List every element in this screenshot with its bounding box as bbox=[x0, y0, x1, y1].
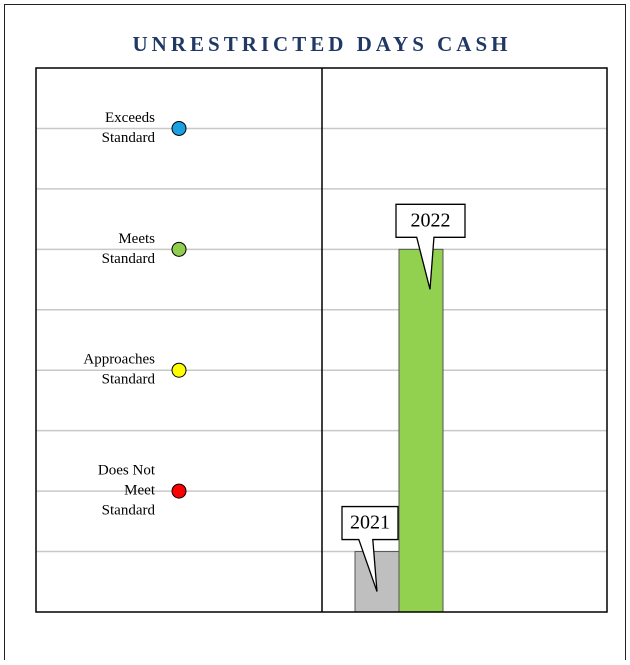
level-label: Approaches bbox=[83, 352, 155, 368]
card-border bbox=[4, 4, 626, 665]
level-label: Does Not bbox=[98, 463, 156, 479]
callout-label: 2021 bbox=[350, 512, 390, 534]
level-label: Standard bbox=[102, 372, 156, 388]
level-dot bbox=[171, 362, 187, 378]
callout bbox=[395, 203, 466, 290]
level-label: Meet bbox=[124, 483, 156, 499]
level-label: Standard bbox=[102, 503, 156, 519]
chart-title: UNRESTRICTED DAYS CASH bbox=[133, 32, 512, 56]
level-label: Exceeds bbox=[105, 110, 155, 126]
bar bbox=[398, 248, 444, 613]
level-dot bbox=[171, 120, 187, 136]
bar bbox=[354, 551, 400, 613]
level-label: Standard bbox=[102, 130, 156, 146]
level-label: Standard bbox=[102, 251, 156, 267]
callout bbox=[341, 505, 399, 592]
level-label: Meets bbox=[118, 231, 155, 247]
level-dot bbox=[171, 241, 187, 257]
callout-label: 2022 bbox=[411, 209, 451, 231]
level-dot bbox=[171, 483, 187, 499]
